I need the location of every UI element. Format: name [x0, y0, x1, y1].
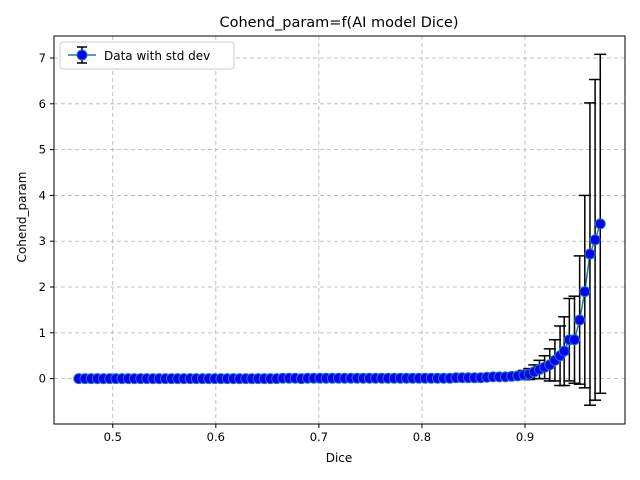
data-point	[568, 334, 580, 346]
legend-label: Data with std dev	[104, 49, 210, 63]
legend: Data with std dev	[59, 41, 235, 70]
y-tick-label: 6	[39, 97, 46, 111]
x-tick-label: 0.7	[310, 430, 328, 444]
x-tick-label: 0.9	[516, 430, 534, 444]
axis-ticks: 0.5 0.6 0.7 0.8 0.9 0 1 2 3 4 5 6 7	[39, 51, 535, 444]
x-axis-label: Dice	[326, 451, 353, 465]
data-series	[73, 53, 607, 406]
y-tick-label: 0	[39, 372, 46, 386]
y-tick-label: 7	[39, 51, 46, 65]
y-tick-label: 5	[39, 143, 46, 157]
x-tick-label: 0.6	[207, 430, 225, 444]
y-axis-label: Cohend_param	[15, 172, 29, 263]
chart-title: Cohend_param=f(AI model Dice)	[219, 15, 458, 31]
legend-box	[59, 41, 235, 70]
y-tick-label: 3	[39, 234, 46, 248]
grid-lines	[54, 36, 625, 424]
data-point	[574, 314, 586, 326]
x-tick-label: 0.8	[413, 430, 431, 444]
data-point	[558, 345, 570, 357]
y-tick-label: 2	[39, 280, 46, 294]
data-point	[579, 286, 591, 298]
plot-frame	[53, 35, 626, 425]
y-tick-label: 4	[39, 188, 46, 202]
x-tick-label: 0.5	[104, 430, 122, 444]
data-point	[594, 218, 606, 230]
data-point	[589, 234, 601, 246]
y-tick-label: 1	[39, 326, 46, 340]
legend-marker	[76, 49, 88, 61]
data-point	[584, 248, 596, 260]
